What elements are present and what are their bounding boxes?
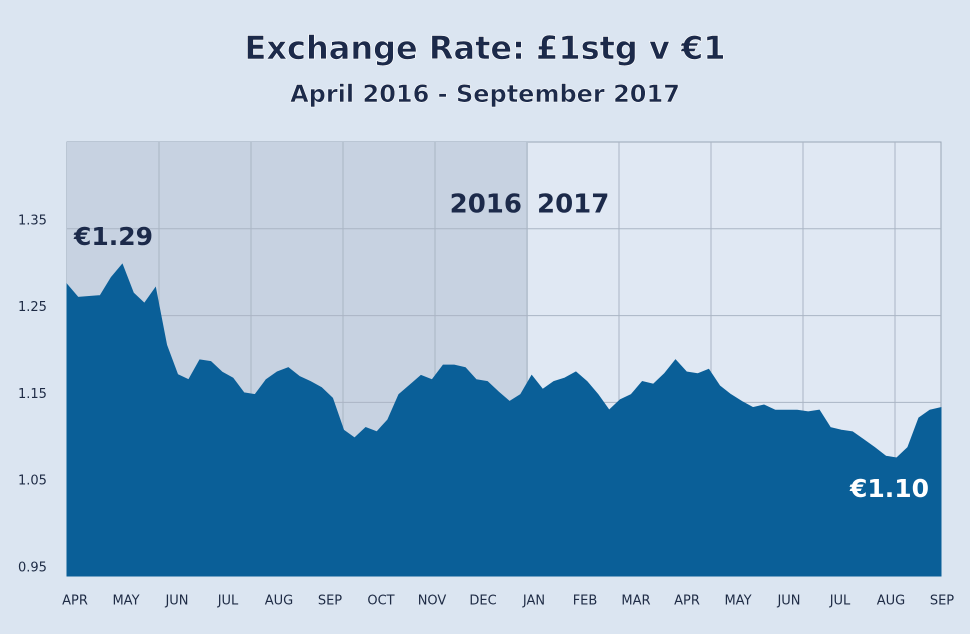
- y-tick-label: 1.25: [18, 300, 47, 315]
- x-tick-label: MAR: [621, 594, 650, 609]
- x-tick-label: JAN: [522, 594, 545, 609]
- chart-title: Exchange Rate: £1stg v €1: [245, 29, 726, 67]
- chart-subtitle: April 2016 - September 2017: [290, 80, 680, 108]
- x-tick-label: MAY: [112, 594, 139, 609]
- annotation: €1.10: [849, 474, 929, 503]
- x-tick-label: APR: [674, 594, 700, 609]
- y-tick-label: 1.15: [18, 387, 47, 402]
- x-tick-label: JUN: [164, 594, 188, 609]
- x-tick-label: MAY: [724, 594, 751, 609]
- x-tick-label: SEP: [318, 594, 342, 609]
- area: [66, 263, 942, 577]
- x-tick-label: AUG: [877, 594, 905, 609]
- x-tick-label: FEB: [573, 594, 598, 609]
- y-tick-label: 1.35: [18, 213, 47, 228]
- x-tick-label: AUG: [265, 594, 293, 609]
- year-label: 2016: [450, 190, 522, 220]
- x-tick-label: DEC: [469, 594, 496, 609]
- x-tick-label: JUL: [217, 594, 239, 609]
- y-tick-label: 1.05: [18, 474, 47, 489]
- annotation: €1.29: [73, 222, 153, 251]
- x-tick-label: OCT: [367, 594, 394, 609]
- x-tick-label: NOV: [418, 594, 447, 609]
- x-tick-label: JUL: [829, 594, 851, 609]
- x-tick-label: JUN: [776, 594, 800, 609]
- year-label: 2017: [537, 190, 609, 220]
- x-tick-label: APR: [62, 594, 88, 609]
- y-tick-label: 0.95: [18, 561, 47, 576]
- x-tick-label: SEP: [930, 594, 954, 609]
